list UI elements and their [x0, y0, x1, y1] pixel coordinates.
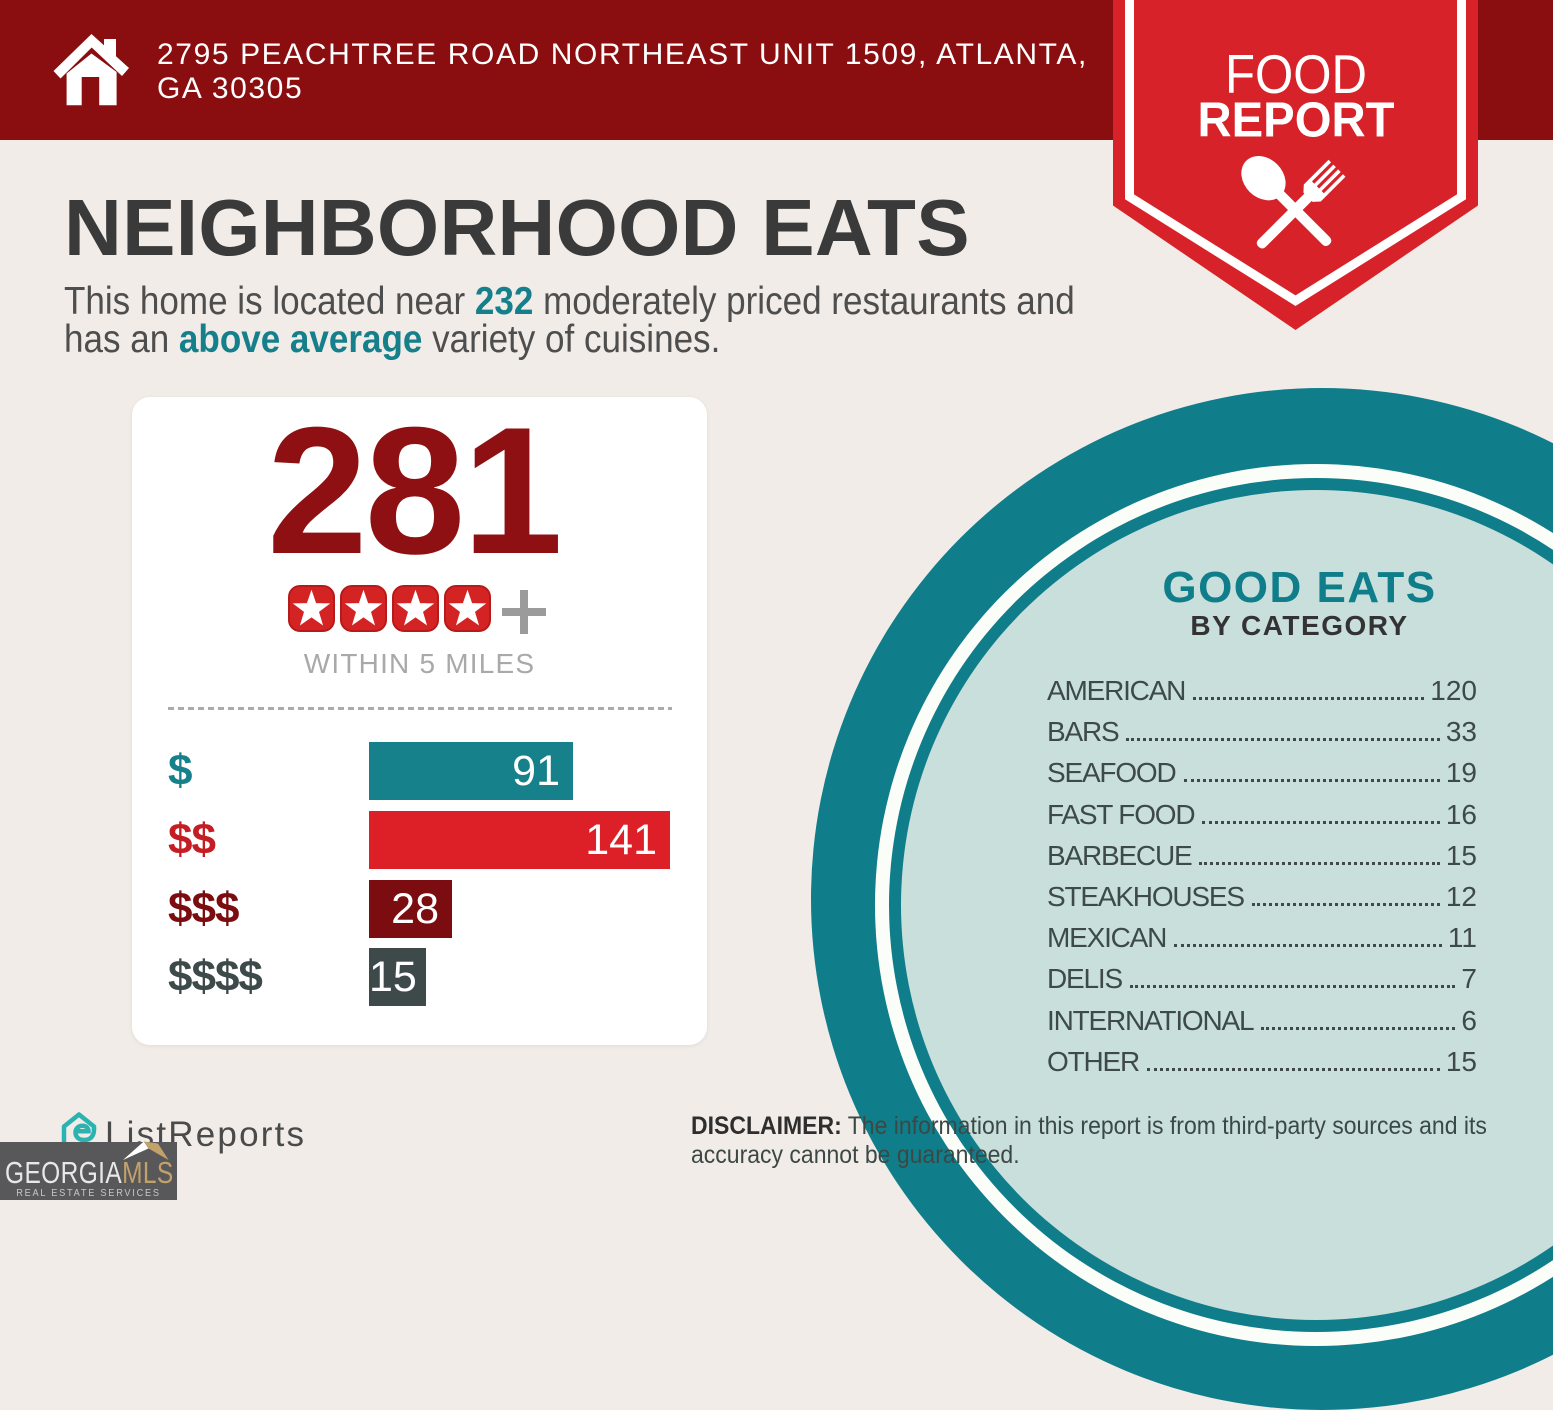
svg-text:FOOD: FOOD [1225, 43, 1367, 105]
svg-text:REPORT: REPORT [1198, 93, 1395, 148]
